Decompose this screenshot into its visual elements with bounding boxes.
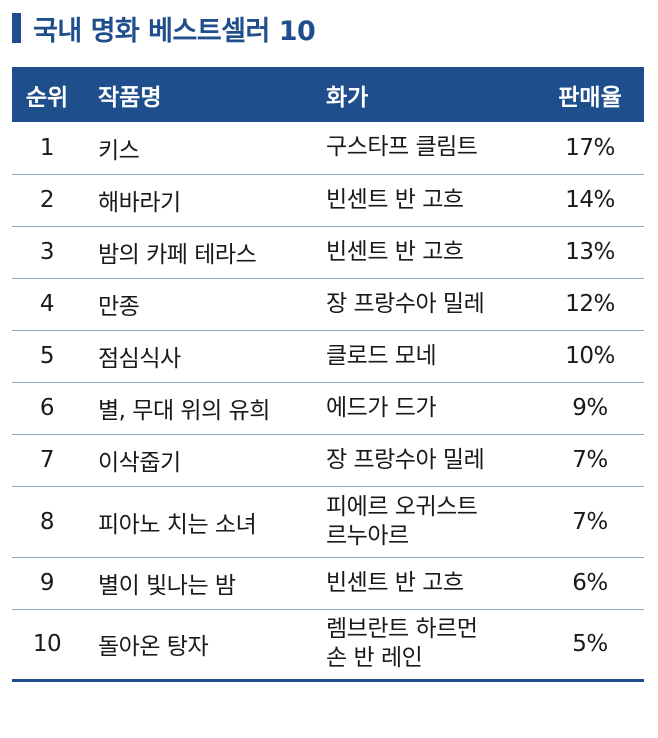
work-cell: 해바라기	[82, 174, 326, 227]
artist-cell: 에드가 드가	[326, 382, 536, 435]
rate-cell: 17%	[536, 122, 644, 175]
artist-line: 르누아르	[326, 522, 409, 549]
header-rank: 순위	[25, 84, 69, 111]
artist-cell: 빈센트 반 고흐	[326, 174, 536, 227]
work-cell: 밤의 카페 테라스	[82, 226, 326, 279]
work-cell: 점심식사	[82, 330, 326, 383]
artist-line: 에드가 드가	[326, 394, 437, 421]
artist-cell: 클로드 모네	[326, 330, 536, 383]
header-artist: 화가	[326, 84, 369, 111]
artist-line: 장 프랑수아 밀레	[326, 290, 485, 317]
artist-cell: 피에르 오귀스트 르누아르	[326, 486, 536, 558]
table-row: 10 돌아온 탕자 렘브란트 하르먼 손 반 레인 5%	[12, 609, 644, 682]
rank-cell: 7	[12, 434, 82, 487]
header-work: 작품명	[98, 84, 162, 111]
header-rate: 판매율	[558, 84, 622, 111]
title-accent-bar	[12, 13, 21, 43]
artist-cell: 구스타프 클림트	[326, 122, 536, 175]
rank-cell: 6	[12, 382, 82, 435]
table-row: 1 키스 구스타프 클림트 17%	[12, 122, 644, 175]
rank-cell: 4	[12, 278, 82, 331]
work-cell: 이삭줍기	[82, 434, 326, 487]
rank-cell: 10	[12, 609, 82, 682]
rank-cell: 3	[12, 226, 82, 279]
bestseller-table: 순위 작품명 화가 판매율 1 키스 구스타프 클림트 17% 2 해바라기 빈센트 반 고…	[12, 67, 644, 682]
title-row: 국내 명화 베스트셀러 10	[12, 10, 316, 47]
table-row: 7 이삭줍기 장 프랑수아 밀레 7%	[12, 434, 644, 487]
table-row: 9 별이 빛나는 밤 빈센트 반 고흐 6%	[12, 557, 644, 610]
rate-cell: 13%	[536, 226, 644, 279]
rank-cell: 9	[12, 557, 82, 610]
rate-cell: 10%	[536, 330, 644, 383]
artist-line: 피에르 오귀스트	[326, 493, 478, 520]
table-header: 순위 작품명 화가 판매율	[12, 67, 644, 122]
artist-line: 손 반 레인	[326, 645, 423, 671]
artist-line: 클로드 모네	[326, 342, 437, 369]
rate-cell: 14%	[536, 174, 644, 227]
rate-cell: 6%	[536, 557, 644, 610]
table-row: 4 만종 장 프랑수아 밀레 12%	[12, 278, 644, 331]
table-body: 1 키스 구스타프 클림트 17% 2 해바라기 빈센트 반 고흐 14% 3 밤의 카페 테라스…	[12, 122, 644, 682]
artist-line: 렘브란트 하르먼	[326, 616, 478, 642]
artist-cell: 장 프랑수아 밀레	[326, 434, 536, 487]
artist-cell: 빈센트 반 고흐	[326, 226, 536, 279]
artist-line: 빈센트 반 고흐	[326, 238, 464, 265]
rate-cell: 7%	[536, 434, 644, 487]
rate-cell: 9%	[536, 382, 644, 435]
artist-cell: 장 프랑수아 밀레	[326, 278, 536, 331]
rank-cell: 8	[12, 486, 82, 558]
rank-cell: 5	[12, 330, 82, 383]
work-cell: 별이 빛나는 밤	[82, 557, 326, 610]
rank-cell: 1	[12, 122, 82, 175]
rate-cell: 5%	[536, 609, 644, 682]
artist-line: 빈센트 반 고흐	[326, 186, 464, 213]
work-cell: 별, 무대 위의 유희	[82, 382, 326, 435]
work-cell: 만종	[82, 278, 326, 331]
rate-cell: 7%	[536, 486, 644, 558]
table-row: 5 점심식사 클로드 모네 10%	[12, 330, 644, 383]
table-row: 3 밤의 카페 테라스 빈센트 반 고흐 13%	[12, 226, 644, 279]
rate-cell: 12%	[536, 278, 644, 331]
work-cell: 돌아온 탕자	[82, 609, 326, 682]
work-cell: 키스	[82, 122, 326, 175]
artist-line: 장 프랑수아 밀레	[326, 446, 485, 473]
work-cell: 피아노 치는 소녀	[82, 486, 326, 558]
table-row: 6 별, 무대 위의 유희 에드가 드가 9%	[12, 382, 644, 435]
artist-line: 빈센트 반 고흐	[326, 569, 464, 596]
header-row: 순위 작품명 화가 판매율	[12, 67, 644, 122]
table-row: 2 해바라기 빈센트 반 고흐 14%	[12, 174, 644, 227]
table-row: 8 피아노 치는 소녀 피에르 오귀스트 르누아르 7%	[12, 486, 644, 558]
rank-cell: 2	[12, 174, 82, 227]
artist-line: 구스타프 클림트	[326, 134, 478, 161]
artist-cell: 빈센트 반 고흐	[326, 557, 536, 610]
page-title: 국내 명화 베스트셀러 10	[33, 15, 316, 47]
